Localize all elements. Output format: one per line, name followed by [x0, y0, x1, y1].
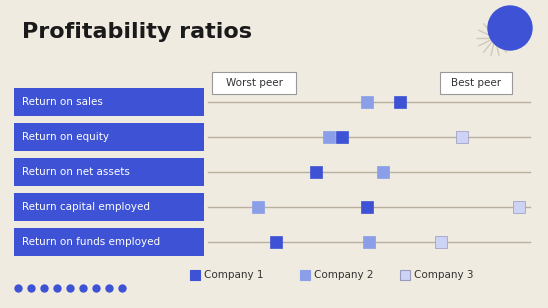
FancyBboxPatch shape — [300, 270, 310, 280]
Text: Company 1: Company 1 — [204, 270, 264, 281]
FancyBboxPatch shape — [212, 72, 296, 94]
FancyBboxPatch shape — [14, 228, 204, 256]
Text: Company 2: Company 2 — [314, 270, 374, 281]
Text: Company 3: Company 3 — [414, 270, 473, 281]
FancyBboxPatch shape — [14, 158, 204, 186]
FancyBboxPatch shape — [190, 270, 200, 280]
Text: Best peer: Best peer — [451, 78, 501, 88]
FancyBboxPatch shape — [440, 72, 512, 94]
Text: Return on sales: Return on sales — [22, 97, 103, 107]
Text: Worst peer: Worst peer — [225, 78, 283, 88]
Text: Return on funds employed: Return on funds employed — [22, 237, 160, 247]
FancyBboxPatch shape — [14, 193, 204, 221]
Circle shape — [488, 6, 532, 50]
Text: Return capital employed: Return capital employed — [22, 202, 150, 212]
Text: Profitability ratios: Profitability ratios — [22, 22, 252, 42]
FancyBboxPatch shape — [14, 123, 204, 151]
Text: Return on equity: Return on equity — [22, 132, 109, 142]
FancyBboxPatch shape — [400, 270, 410, 280]
FancyBboxPatch shape — [14, 88, 204, 116]
Text: Return on net assets: Return on net assets — [22, 167, 130, 177]
